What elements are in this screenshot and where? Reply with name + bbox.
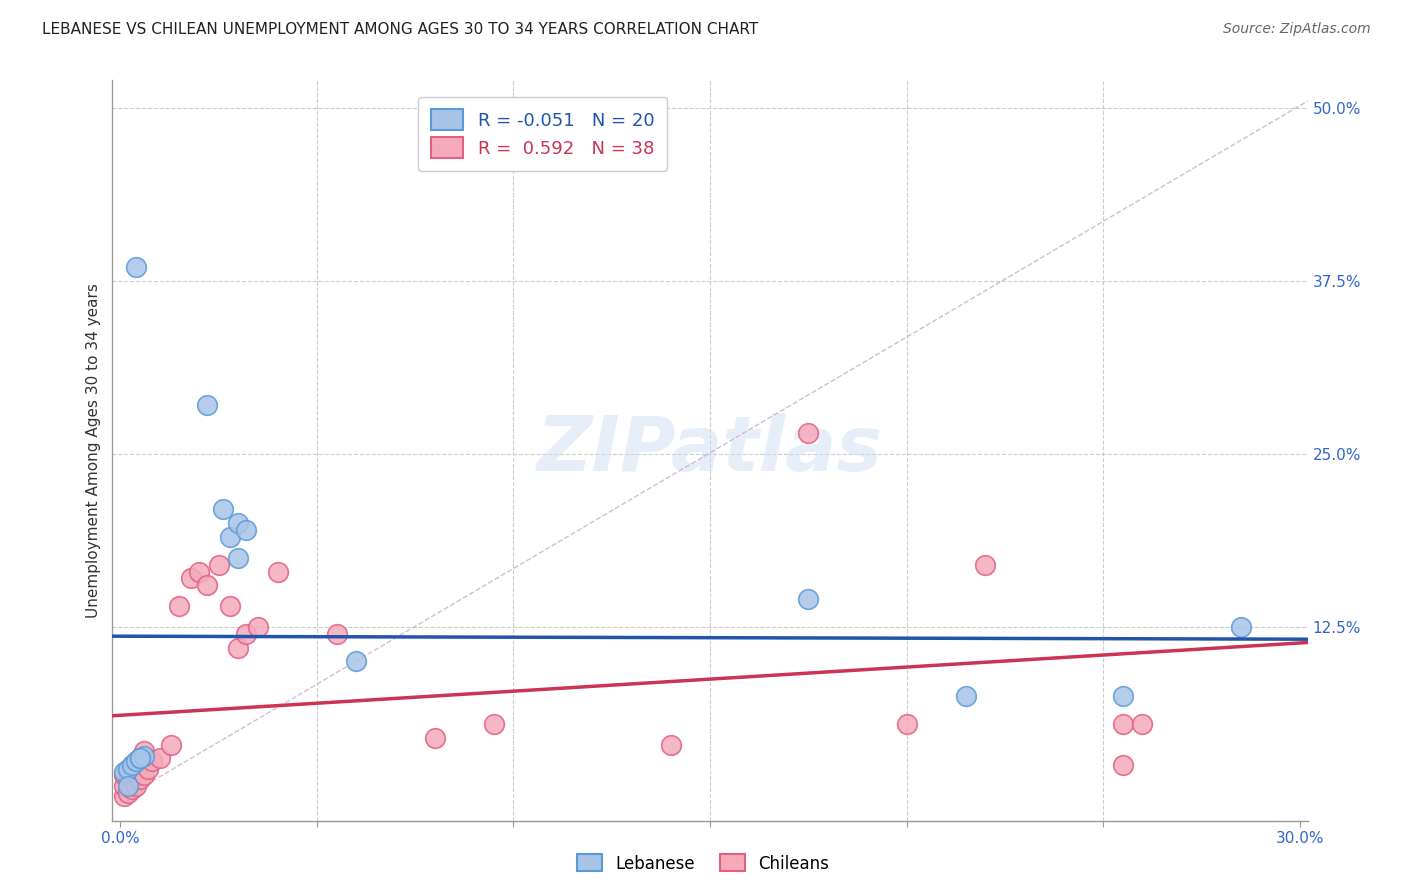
Point	[129, 751, 152, 765]
Point	[129, 751, 152, 765]
Point	[180, 572, 202, 586]
Point	[117, 763, 139, 777]
Point	[1132, 716, 1154, 731]
Point	[797, 426, 820, 441]
Point	[219, 599, 242, 614]
Point	[125, 754, 148, 768]
Point	[974, 558, 997, 572]
Point	[149, 751, 172, 765]
Point	[226, 550, 249, 565]
Point	[132, 768, 155, 782]
Y-axis label: Unemployment Among Ages 30 to 34 years: Unemployment Among Ages 30 to 34 years	[86, 283, 101, 618]
Point	[344, 655, 367, 669]
Point	[896, 716, 918, 731]
Point	[112, 768, 135, 782]
Point	[797, 592, 820, 607]
Text: LEBANESE VS CHILEAN UNEMPLOYMENT AMONG AGES 30 TO 34 YEARS CORRELATION CHART: LEBANESE VS CHILEAN UNEMPLOYMENT AMONG A…	[42, 22, 758, 37]
Point	[423, 731, 446, 745]
Point	[132, 744, 155, 758]
Point	[129, 751, 152, 765]
Point	[266, 565, 288, 579]
Point	[112, 779, 135, 793]
Point	[235, 523, 257, 537]
Text: ZIPatlas: ZIPatlas	[537, 414, 883, 487]
Point	[160, 738, 183, 752]
Point	[129, 772, 152, 786]
Point	[219, 530, 242, 544]
Point	[121, 758, 143, 772]
Point	[112, 765, 135, 780]
Point	[121, 781, 143, 796]
Point	[121, 758, 143, 772]
Point	[195, 399, 218, 413]
Point	[117, 779, 139, 793]
Point	[112, 789, 135, 803]
Point	[169, 599, 191, 614]
Point	[482, 716, 505, 731]
Point	[226, 640, 249, 655]
Point	[659, 738, 682, 752]
Point	[207, 558, 229, 572]
Point	[226, 516, 249, 530]
Point	[1112, 716, 1135, 731]
Point	[125, 763, 148, 777]
Point	[235, 627, 257, 641]
Point	[117, 776, 139, 790]
Legend: Lebanese, Chileans: Lebanese, Chileans	[571, 847, 835, 880]
Legend: R = -0.051   N = 20, R =  0.592   N = 38: R = -0.051 N = 20, R = 0.592 N = 38	[419, 96, 666, 171]
Point	[1112, 689, 1135, 703]
Point	[117, 765, 139, 780]
Point	[136, 763, 159, 777]
Point	[211, 502, 233, 516]
Point	[188, 565, 211, 579]
Point	[141, 754, 163, 768]
Point	[117, 786, 139, 800]
Point	[325, 627, 347, 641]
Point	[132, 748, 155, 763]
Point	[125, 260, 148, 274]
Point	[195, 578, 218, 592]
Point	[955, 689, 977, 703]
Point	[125, 779, 148, 793]
Point	[1112, 758, 1135, 772]
Point	[246, 620, 269, 634]
Point	[1229, 620, 1251, 634]
Text: Source: ZipAtlas.com: Source: ZipAtlas.com	[1223, 22, 1371, 37]
